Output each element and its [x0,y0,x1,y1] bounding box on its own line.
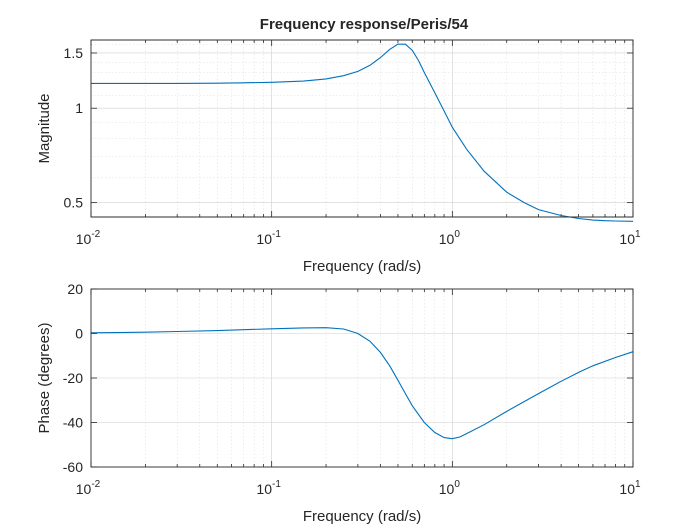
magnitude-y-axis-label: Magnitude [36,93,53,163]
magnitude-y-tick-label: 1.5 [64,45,84,61]
magnitude-x-tick-label: 101 [619,229,641,247]
magnitude-x-tick-label: 10-1 [256,229,281,247]
phase-plot: 10-2 10-1 100 101 -60 -40 -20 0 20 Frequency (rad… [36,281,641,525]
magnitude-x-tick-label: 100 [439,229,461,247]
magnitude-x-axis-label: Frequency (rad/s) [303,258,421,275]
phase-x-tick-label: 101 [619,479,641,497]
phase-y-tick-label: -20 [63,370,83,386]
phase-y-tick-label: -60 [63,459,83,475]
magnitude-y-tick-label: 0.5 [64,195,84,211]
phase-series-line [90,327,634,440]
phase-x-axis-label: Frequency (rad/s) [303,508,421,525]
phase-axes-frame [90,288,634,468]
magnitude-axes-background [90,39,634,218]
magnitude-x-tick-label: 10-2 [76,229,101,247]
magnitude-y-tick-label: 1 [75,100,83,116]
phase-y-tick-label: -40 [63,415,83,431]
magnitude-series-line [91,43,634,222]
phase-x-tick-label: 100 [439,479,461,497]
phase-x-tick-label: 10-2 [76,479,101,497]
phase-x-tick-label: 10-1 [256,479,281,497]
phase-y-tick-label: 20 [67,281,83,297]
phase-y-axis-label: Phase (degrees) [36,323,53,434]
magnitude-axes-frame [90,39,634,218]
magnitude-plot: 10-2 10-1 100 101 0.5 1 1.5 Frequency (rad/s) Ma… [36,16,641,275]
chart-title: Frequency response/Peris/54 [260,16,469,33]
phase-y-tick-label: 0 [75,326,83,342]
